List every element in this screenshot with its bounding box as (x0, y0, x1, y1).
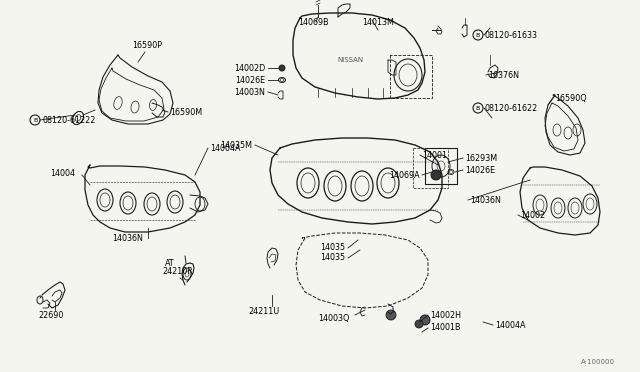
Circle shape (420, 315, 430, 325)
Text: 08120-61633: 08120-61633 (485, 31, 538, 39)
Bar (425, 148, 457, 184)
Text: 14004A: 14004A (495, 321, 525, 330)
Text: 14026E: 14026E (235, 76, 265, 84)
Text: 14035: 14035 (320, 244, 345, 253)
Text: 14035: 14035 (320, 253, 345, 263)
Text: 22690: 22690 (38, 311, 63, 320)
Text: 14069A: 14069A (389, 170, 420, 180)
Text: 16590M: 16590M (170, 108, 202, 116)
Text: 14004A: 14004A (210, 144, 241, 153)
Circle shape (386, 310, 396, 320)
Text: 14002D: 14002D (234, 64, 265, 73)
Text: 14001B: 14001B (430, 324, 461, 333)
Circle shape (415, 320, 423, 328)
Ellipse shape (279, 65, 285, 71)
Text: 14003Q: 14003Q (318, 314, 349, 323)
Text: 14004: 14004 (50, 169, 75, 177)
Text: 14026E: 14026E (465, 166, 495, 174)
Text: A·100000: A·100000 (581, 359, 615, 365)
Text: 14002H: 14002H (430, 311, 461, 320)
Text: 14036N: 14036N (470, 196, 501, 205)
Text: 24210R: 24210R (162, 267, 193, 276)
Text: NISSAN: NISSAN (337, 57, 363, 63)
Text: B: B (476, 32, 480, 38)
Text: 14001: 14001 (422, 151, 447, 160)
Text: 08120-61222: 08120-61222 (42, 115, 95, 125)
Text: 14002: 14002 (520, 211, 545, 219)
Text: 14069B: 14069B (298, 17, 328, 26)
Text: B: B (476, 106, 480, 110)
Text: AT: AT (165, 260, 175, 269)
Text: B: B (33, 118, 37, 122)
Text: 16590Q: 16590Q (555, 93, 587, 103)
Text: 16376N: 16376N (488, 71, 519, 80)
Text: 14013M: 14013M (362, 17, 394, 26)
Text: 16590P: 16590P (132, 41, 162, 49)
Text: 14036N: 14036N (112, 234, 143, 243)
Text: 14003N: 14003N (234, 87, 265, 96)
Text: 08120-61622: 08120-61622 (485, 103, 538, 112)
Text: 16293M: 16293M (465, 154, 497, 163)
Circle shape (431, 170, 441, 180)
Text: 24211U: 24211U (248, 308, 279, 317)
Text: 14035M: 14035M (220, 141, 252, 150)
